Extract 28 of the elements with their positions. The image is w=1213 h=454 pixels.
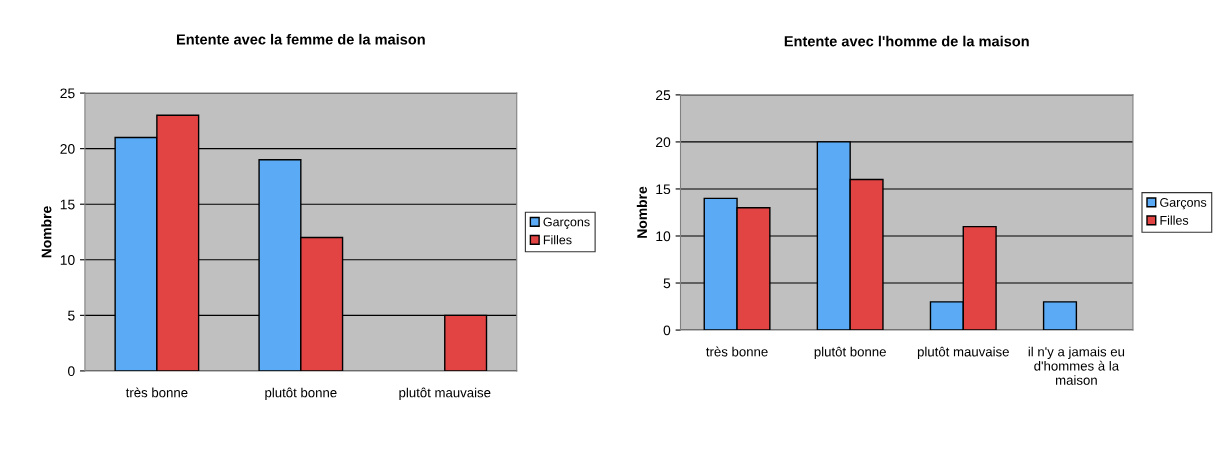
y-tick-label: 5 xyxy=(663,278,671,289)
y-tick-label: 0 xyxy=(663,325,671,336)
chart-title: Entente avec l'homme de la maison xyxy=(784,35,1029,47)
x-tick-label: il n'y a jamais eu d'hommes à la maison xyxy=(1028,346,1125,385)
y-axis-title: Nombre xyxy=(41,206,52,258)
x-tick-label: très bonne xyxy=(706,346,768,357)
legend-label: Garçons xyxy=(1160,198,1207,210)
x-tick-label: plutôt mauvaise xyxy=(399,387,491,400)
y-tick-label: 5 xyxy=(68,310,75,321)
y-tick-label: 15 xyxy=(656,184,671,195)
y-tick-label: 25 xyxy=(60,88,75,99)
x-tick-label: très bonne xyxy=(125,387,188,398)
legend-label: Filles xyxy=(543,235,572,245)
y-tick-label: 15 xyxy=(60,199,75,210)
legend-label: Filles xyxy=(1160,215,1189,225)
y-tick-label: 10 xyxy=(656,231,671,242)
y-tick-label: 20 xyxy=(60,143,75,154)
bar xyxy=(1042,301,1078,331)
chart-title: Entente avec la femme de la maison xyxy=(176,33,425,45)
y-tick-label: 10 xyxy=(60,255,75,265)
y-tick-label: 25 xyxy=(656,90,671,101)
y-tick-label: 0 xyxy=(68,366,75,377)
y-tick-label: 20 xyxy=(656,137,671,148)
x-tick-label: plutôt mauvaise xyxy=(917,346,1009,360)
x-tick-label: plutôt bonne xyxy=(814,346,886,360)
y-axis-title: Nombre xyxy=(636,186,648,238)
x-tick-label: plutôt bonne xyxy=(265,387,337,400)
legend-label: Garçons xyxy=(543,217,590,229)
